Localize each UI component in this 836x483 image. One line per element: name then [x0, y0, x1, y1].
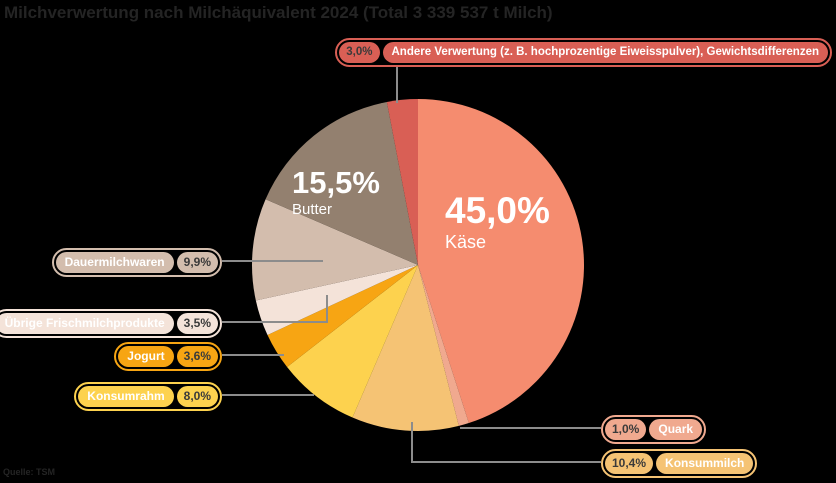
pill-pct: 3,6% — [176, 346, 218, 367]
label-pill-jogurt: Jogurt 3,6% — [114, 342, 222, 371]
connector-uebrige-vertical — [326, 295, 328, 323]
connector-konsummilch-vertical — [411, 422, 413, 463]
butter-value-label: 15,5% — [292, 165, 380, 200]
connector-uebrige-horizontal — [222, 321, 328, 323]
connector-quark — [460, 427, 601, 429]
label-pill-quark: 1,0% Quark — [601, 415, 707, 444]
pie-slice-andere-verwertung — [386, 99, 418, 265]
pill-pct: 8,0% — [176, 386, 218, 407]
pill-name: Übrige Frischmilchprodukte — [0, 313, 174, 334]
butter-inline-label: 15,5% Butter — [292, 167, 380, 217]
kaese-name-label: Käse — [445, 232, 487, 252]
pie-slice-konsumrahm — [287, 265, 418, 418]
label-pill-konsumrahm: Konsumrahm 8,0% — [74, 382, 222, 411]
pill-name: Jogurt — [118, 346, 174, 367]
pill-name: Konsummilch — [656, 453, 754, 474]
pill-name: Konsumrahm — [78, 386, 174, 407]
source-note: Quelle: TSM — [3, 467, 56, 477]
pill-pct: 3,5% — [176, 313, 218, 334]
connector-jogurt — [222, 354, 284, 356]
pie-chart-svg — [252, 99, 585, 431]
pill-pct: 1,0% — [605, 419, 647, 440]
kaese-inline-label: 45,0% Käse — [445, 192, 550, 251]
pie-slice-dauermilchwaren — [252, 199, 418, 301]
label-pill-uebrige-frischmilchprodukte: Übrige Frischmilchprodukte 3,5% — [0, 309, 222, 338]
pill-pct: 9,9% — [176, 252, 218, 273]
pill-name: Andere Verwertung (z. B. hochprozentige … — [382, 42, 828, 63]
pie-slice-butter — [265, 101, 418, 265]
pie-slice-quark — [418, 265, 469, 426]
pie-slice-jogurt — [267, 265, 418, 368]
pill-name: Dauermilchwaren — [55, 252, 174, 273]
pie-slice-konsummilch — [352, 265, 459, 431]
butter-name-label: Butter — [292, 201, 333, 218]
label-pill-konsummilch: 10,4% Konsummilch — [601, 449, 758, 478]
label-pill-dauermilchwaren: Dauermilchwaren 9,9% — [51, 248, 222, 277]
pill-pct: 3,0% — [339, 42, 380, 63]
connector-konsumrahm — [222, 394, 314, 396]
pill-name: Quark — [649, 419, 703, 440]
kaese-value-label: 45,0% — [445, 190, 550, 231]
connector-andere-verwertung — [396, 65, 398, 103]
connector-dauermilchwaren — [222, 260, 323, 262]
pie-slice-uebrige-frischmilchprodukte — [255, 265, 418, 336]
connector-konsummilch-horizontal — [411, 461, 601, 463]
pill-pct: 10,4% — [605, 453, 654, 474]
chart-title: Milchverwertung nach Milchäquivalent 202… — [4, 3, 553, 22]
label-pill-andere-verwertung: 3,0% Andere Verwertung (z. B. hochprozen… — [335, 38, 832, 67]
pie-slice-kaese — [418, 99, 585, 424]
